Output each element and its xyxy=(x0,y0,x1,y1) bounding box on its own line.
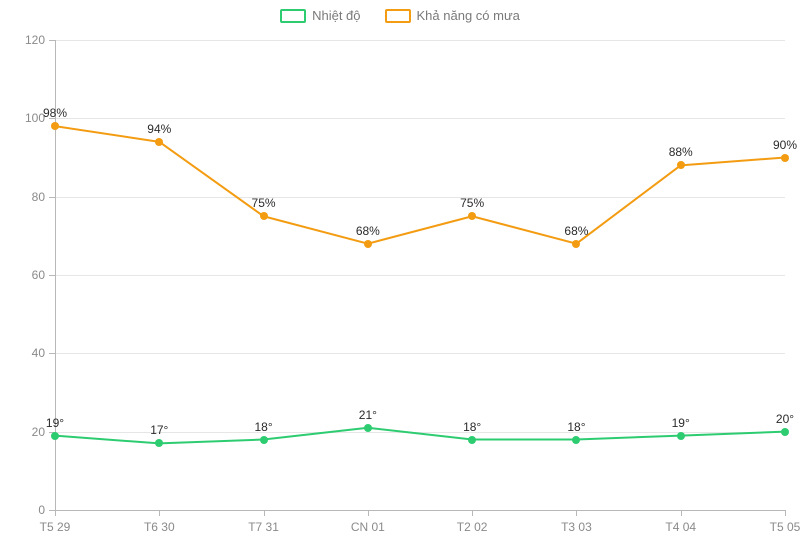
data-point[interactable] xyxy=(468,436,476,444)
ytick-label: 20 xyxy=(32,425,45,439)
xtick-label: T4 04 xyxy=(665,520,696,534)
weather-chart: Nhiệt độ Khả năng có mưa 020406080100120… xyxy=(0,0,800,547)
data-point[interactable] xyxy=(364,240,372,248)
ytick-label: 100 xyxy=(25,111,45,125)
xtick-label: T5 29 xyxy=(40,520,71,534)
data-point-label: 21° xyxy=(359,408,377,422)
xtick-mark xyxy=(264,510,265,516)
xtick-mark xyxy=(55,510,56,516)
legend-label-temperature: Nhiệt độ xyxy=(312,8,360,23)
data-point[interactable] xyxy=(260,436,268,444)
data-point-label: 90% xyxy=(773,138,797,152)
xtick-mark xyxy=(472,510,473,516)
legend-swatch-rain xyxy=(385,9,411,23)
xtick-mark xyxy=(785,510,786,516)
legend-item-rain[interactable]: Khả năng có mưa xyxy=(385,8,520,23)
data-point[interactable] xyxy=(364,424,372,432)
data-point-label: 19° xyxy=(672,416,690,430)
xtick-mark xyxy=(368,510,369,516)
data-point-label: 98% xyxy=(43,106,67,120)
data-point[interactable] xyxy=(51,122,59,130)
plot-area: 020406080100120T5 29T6 30T7 31CN 01T2 02… xyxy=(55,40,785,510)
data-point[interactable] xyxy=(51,432,59,440)
xtick-label: T5 05 xyxy=(770,520,800,534)
data-point[interactable] xyxy=(155,439,163,447)
data-point-label: 88% xyxy=(669,145,693,159)
data-point-label: 18° xyxy=(254,420,272,434)
series-lines xyxy=(55,40,785,510)
xtick-label: T7 31 xyxy=(248,520,279,534)
xtick-label: T2 02 xyxy=(457,520,488,534)
data-point[interactable] xyxy=(468,212,476,220)
data-point[interactable] xyxy=(572,240,580,248)
data-point[interactable] xyxy=(155,138,163,146)
data-point[interactable] xyxy=(781,428,789,436)
data-point-label: 94% xyxy=(147,122,171,136)
data-point-label: 18° xyxy=(567,420,585,434)
data-point[interactable] xyxy=(781,154,789,162)
xtick-mark xyxy=(576,510,577,516)
legend-label-rain: Khả năng có mưa xyxy=(417,8,520,23)
legend-item-temperature[interactable]: Nhiệt độ xyxy=(280,8,360,23)
data-point-label: 75% xyxy=(460,196,484,210)
xtick-mark xyxy=(159,510,160,516)
ytick-label: 60 xyxy=(32,268,45,282)
legend-swatch-temperature xyxy=(280,9,306,23)
series-line xyxy=(55,126,785,244)
chart-legend: Nhiệt độ Khả năng có mưa xyxy=(0,8,800,23)
data-point-label: 18° xyxy=(463,420,481,434)
ytick-label: 0 xyxy=(38,503,45,517)
ytick-label: 40 xyxy=(32,346,45,360)
xtick-label: T6 30 xyxy=(144,520,175,534)
data-point[interactable] xyxy=(572,436,580,444)
data-point-label: 68% xyxy=(564,224,588,238)
xtick-mark xyxy=(681,510,682,516)
data-point[interactable] xyxy=(677,161,685,169)
ytick-label: 120 xyxy=(25,33,45,47)
data-point-label: 20° xyxy=(776,412,794,426)
xtick-label: T3 03 xyxy=(561,520,592,534)
data-point-label: 17° xyxy=(150,423,168,437)
data-point-label: 19° xyxy=(46,416,64,430)
data-point[interactable] xyxy=(677,432,685,440)
ytick-label: 80 xyxy=(32,190,45,204)
xtick-label: CN 01 xyxy=(351,520,385,534)
data-point-label: 68% xyxy=(356,224,380,238)
data-point-label: 75% xyxy=(252,196,276,210)
data-point[interactable] xyxy=(260,212,268,220)
x-axis-line xyxy=(55,510,785,511)
